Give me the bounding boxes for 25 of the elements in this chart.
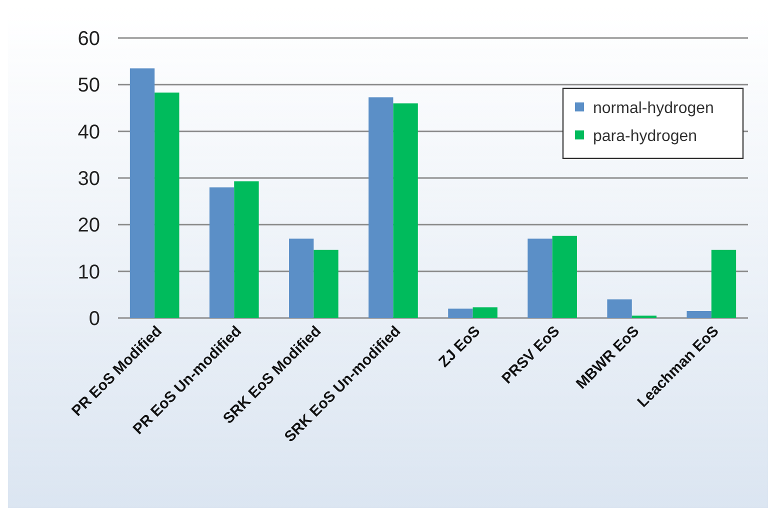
y-tick-label: 50 — [78, 74, 100, 97]
bar — [448, 308, 473, 318]
x-tick-label: ZJ EoS — [436, 322, 484, 371]
y-tick-label: 0 — [88, 308, 100, 330]
bar — [528, 238, 552, 318]
bar — [552, 236, 577, 318]
bar — [234, 181, 259, 318]
y-tick-label: 30 — [78, 168, 100, 190]
bar — [711, 250, 736, 318]
y-tick-label: 40 — [78, 121, 100, 144]
bar — [314, 250, 338, 318]
legend-label: normal-hydrogen — [593, 100, 714, 117]
y-tick-label: 60 — [78, 28, 100, 50]
bar — [130, 68, 155, 318]
bar — [368, 97, 394, 318]
bar — [686, 311, 712, 318]
bar — [472, 307, 498, 318]
bar — [209, 187, 234, 318]
legend-label: para-hydrogen — [593, 128, 698, 145]
bar — [289, 238, 314, 318]
y-tick-label: 20 — [78, 214, 100, 237]
bar — [154, 92, 180, 318]
y-tick-label: 10 — [78, 261, 100, 284]
bar — [393, 103, 418, 318]
bar — [607, 299, 632, 318]
